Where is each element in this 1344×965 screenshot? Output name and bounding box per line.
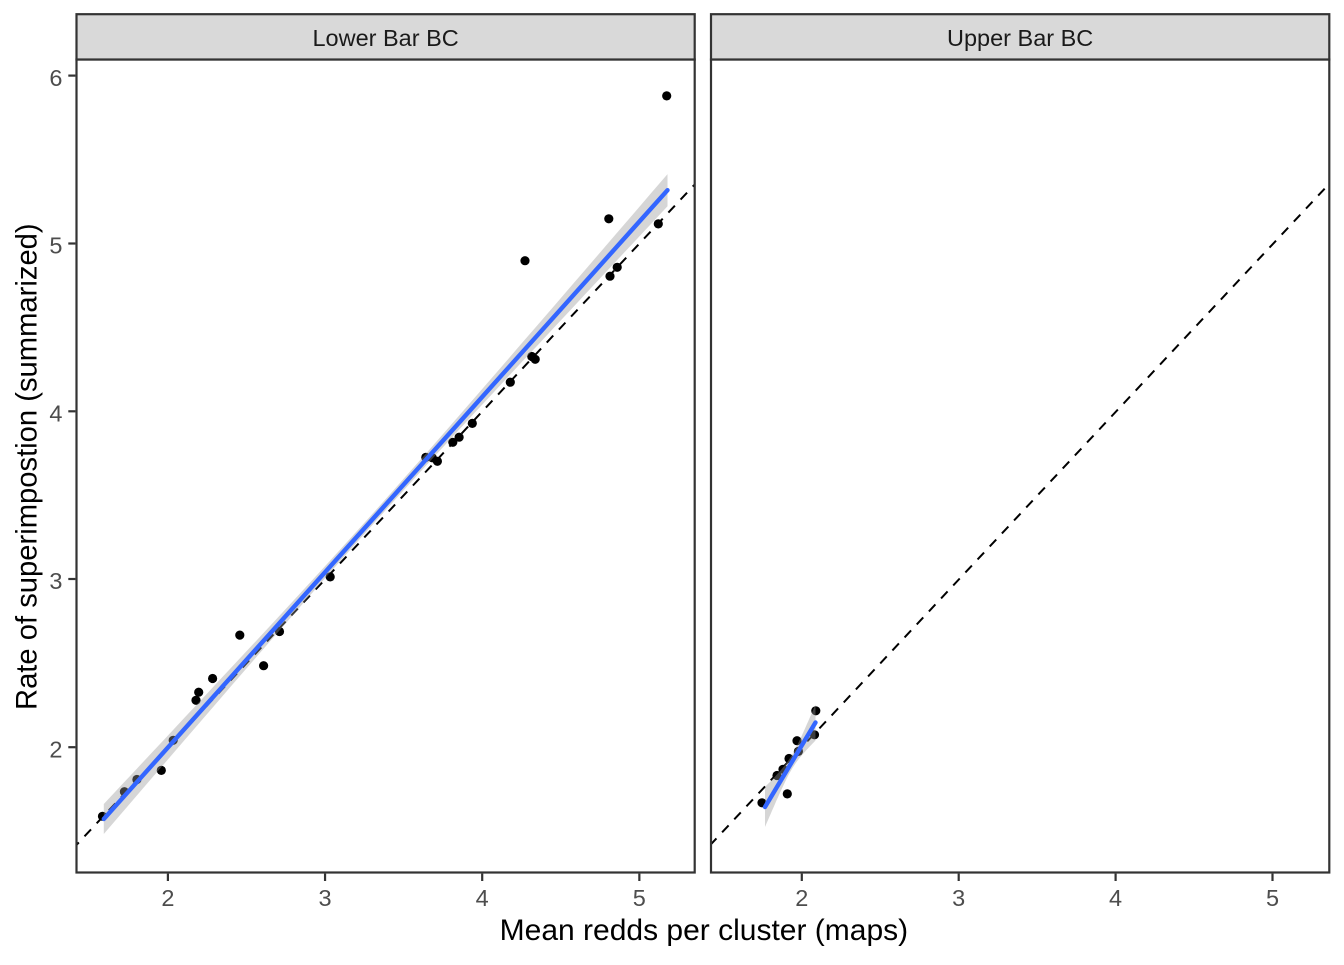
svg-text:5: 5 xyxy=(633,885,646,911)
svg-text:2: 2 xyxy=(161,885,174,911)
svg-text:Rate of superimpostion (summar: Rate of superimpostion (summarized) xyxy=(12,223,44,710)
svg-text:5: 5 xyxy=(1266,885,1279,911)
svg-text:Lower Bar BC: Lower Bar BC xyxy=(312,25,458,51)
svg-text:6: 6 xyxy=(49,65,62,91)
svg-text:5: 5 xyxy=(49,233,62,259)
svg-text:2: 2 xyxy=(49,736,62,762)
svg-text:Mean redds per cluster (maps): Mean redds per cluster (maps) xyxy=(500,914,909,947)
svg-text:3: 3 xyxy=(319,885,332,911)
svg-text:2: 2 xyxy=(795,885,808,911)
svg-text:Upper Bar BC: Upper Bar BC xyxy=(947,25,1093,51)
svg-text:4: 4 xyxy=(49,401,62,427)
svg-text:3: 3 xyxy=(49,568,62,594)
svg-text:4: 4 xyxy=(476,885,489,911)
svg-text:4: 4 xyxy=(1109,885,1122,911)
svg-text:3: 3 xyxy=(952,885,965,911)
